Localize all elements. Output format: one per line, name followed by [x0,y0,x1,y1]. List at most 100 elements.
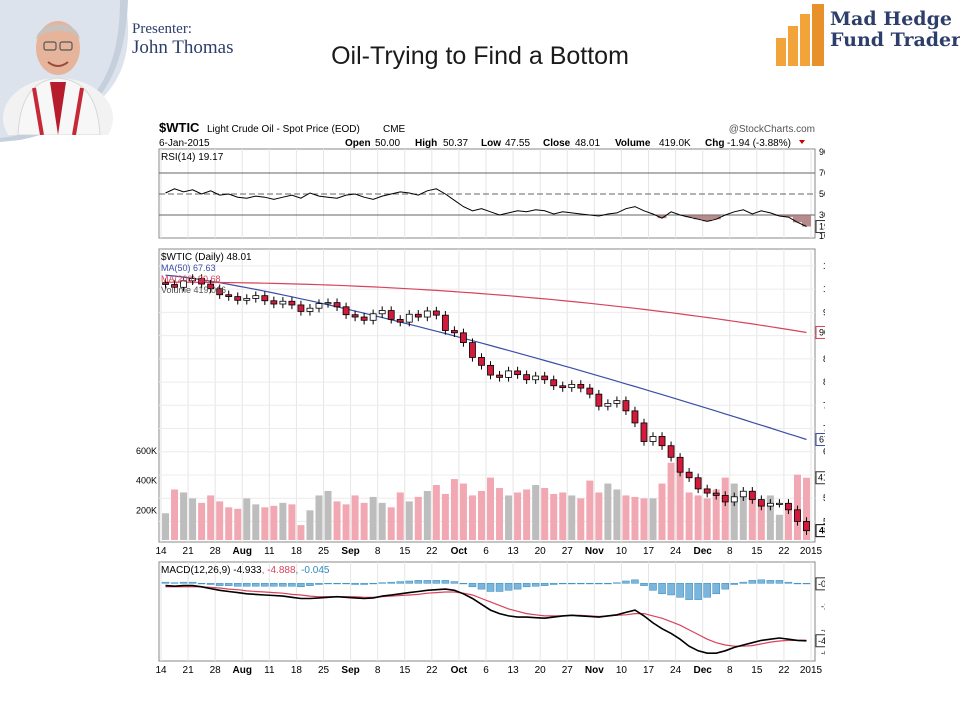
candle [198,274,206,289]
candle-body [649,436,657,442]
volume-bar [333,501,341,540]
candle [225,290,233,301]
volume-bar [559,492,567,540]
candle-body [766,502,774,507]
close-value: 48.01 [575,138,600,149]
macd-histogram-bar [685,583,693,600]
macd-signal-line [165,586,807,647]
volume-legend: Volume 419,016 [161,285,226,295]
macd-histogram-bar [775,580,784,584]
candle-body [496,374,503,378]
volume-bar [532,485,540,540]
candle-body [297,304,305,312]
rsi-oversold-fill [594,215,811,227]
x-tick-label: 14 [155,665,167,676]
volume-bar [550,493,558,540]
open-label: Open [345,138,371,149]
macd-histogram-bar [730,583,739,585]
volume-bar [694,495,702,540]
volume-bar [405,501,413,540]
candle [414,310,422,322]
candle-body [514,370,521,376]
volume-bar [180,492,188,540]
macd-histogram-bar [179,581,188,584]
x-tick-label: 24 [670,665,682,676]
chg-label: Chg [705,138,724,149]
price-title: $WTIC (Daily) 48.01 [161,252,252,263]
candle [613,396,621,408]
candle [766,499,774,511]
candle-body [324,302,332,305]
rsi-y-tick: 70 [819,168,825,178]
candle [541,371,549,384]
macd-histogram-bar [224,583,233,586]
candle [667,441,675,462]
volume-bar [487,477,495,540]
macd-hist-last-label-text: -0.045 [818,579,825,589]
candle [216,284,224,299]
macd-histogram-bar [721,583,729,590]
candle [306,304,314,316]
price-panel-frame [158,248,816,543]
candle-body [577,383,585,389]
macd-histogram-bar [405,580,414,584]
candle [712,488,720,500]
candle [234,292,242,305]
macd-histogram-bar [279,583,287,587]
macd-legend: MACD(12,26,9) -4.933, -4.888, -0.045 [161,565,330,576]
candle [162,278,169,289]
volume-bar [640,498,648,540]
macd-last-label-box [815,634,825,648]
x-tick-label: 13 [508,546,520,557]
volume-bar [225,507,233,540]
candle-body [279,300,287,305]
candle-body [559,385,567,389]
volume-bar [468,495,476,540]
candle [478,353,485,370]
rsi-last-label: 19.17 [815,220,825,234]
volume-bar [712,489,720,540]
candle-body [803,521,810,532]
volume-bar [586,480,594,540]
volume-bar [315,495,323,540]
volume-bar [198,502,206,540]
close-price-label-box [815,524,825,538]
x-tick-label: 27 [562,546,574,557]
volume-bar [342,504,350,540]
candle-body [369,313,377,321]
high-label: High [415,138,437,149]
candle-body [667,445,675,458]
x-tick-label: 8 [727,546,733,557]
macd-histogram-bar [558,583,567,585]
price-y-tick: 55 [823,493,825,503]
macd-histogram-bar [694,583,702,600]
candle-body [234,296,242,301]
candle-body [288,300,296,306]
candle [595,389,603,411]
candle-body [387,310,395,320]
candle [757,495,765,511]
x-tick-label: Aug [233,665,252,676]
x-tick-label: 8 [727,665,733,676]
macd-histogram-bar [784,581,793,584]
candle [333,298,341,311]
price-y-tick: 65 [823,447,825,457]
candle-body [568,383,576,389]
logo-line1: Mad Hedge [830,8,952,30]
rsi-title: RSI(14) 19.17 [161,152,224,163]
candle-body [613,400,621,404]
macd-histogram-bar [486,583,495,592]
volume-bar [649,498,657,540]
macd-histogram-bar [215,583,224,586]
x-tick-label: Nov [585,546,604,557]
x-tick-label: 17 [643,546,655,557]
price-y-tick: 105 [823,261,825,271]
volume-bar [775,514,783,540]
candle-body [550,379,558,387]
x-tick-label: 15 [751,665,763,676]
volume-bar [757,501,765,540]
macd-histogram-bar [640,583,648,586]
candle [505,366,512,382]
candle [487,361,494,380]
slide-title: Oil-Trying to Find a Bottom [331,42,629,70]
